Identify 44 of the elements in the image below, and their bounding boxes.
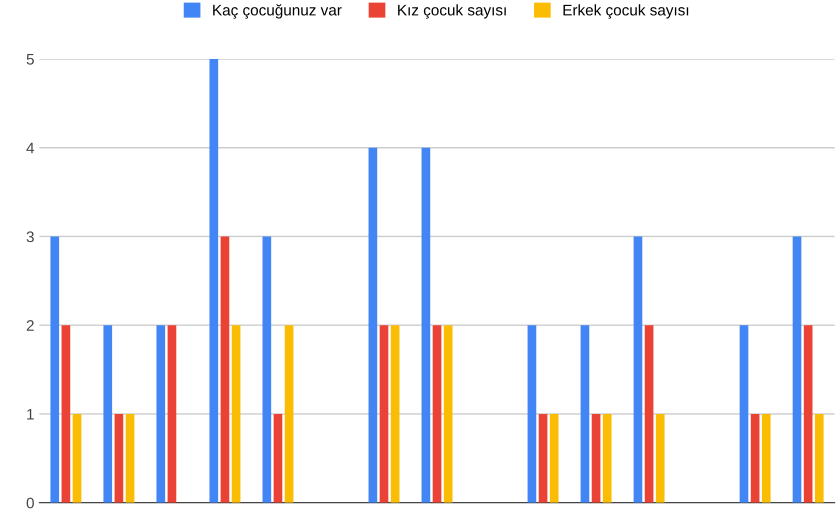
bar: [50, 236, 60, 503]
legend-label: Kız çocuk sayısı: [398, 4, 506, 19]
bar: [592, 414, 600, 503]
bar: [103, 325, 112, 503]
y-tick-label: 3: [26, 231, 34, 242]
bar: [580, 325, 590, 503]
bar: [528, 325, 536, 503]
bar: [62, 325, 70, 503]
bar: [550, 414, 559, 503]
bar: [792, 236, 802, 503]
bar: [432, 325, 442, 503]
y-tick-label: 2: [26, 320, 34, 331]
bar: [114, 414, 124, 503]
y-tick-label: 4: [26, 142, 34, 154]
legend-label: Erkek çocuk sayısı: [563, 4, 688, 19]
bar: [538, 414, 548, 503]
bar: [284, 325, 294, 503]
bar: [262, 236, 272, 503]
bar: [740, 325, 748, 503]
bar: [72, 414, 82, 503]
bar: [422, 148, 430, 503]
bar: [156, 325, 166, 503]
bar: [656, 414, 665, 503]
bar: [750, 414, 760, 503]
bar: [762, 414, 771, 503]
y-tick-label: 1: [27, 409, 34, 420]
bar: [814, 414, 824, 503]
bar: [168, 325, 176, 503]
bar: [209, 58, 218, 503]
bar: [368, 148, 378, 503]
bar: [126, 414, 134, 503]
bar: [644, 325, 654, 503]
y-tick-label: 0: [26, 498, 34, 508]
bar: [220, 236, 230, 503]
y-tick-label: 5: [26, 54, 34, 65]
bar: [274, 414, 282, 503]
legend-label: Kaç çocuğunuz var: [213, 4, 342, 19]
bar: [602, 414, 612, 503]
bar: [634, 236, 642, 503]
bar: [804, 325, 812, 503]
bar: [232, 325, 240, 503]
bar: [380, 325, 388, 503]
bar: [390, 325, 400, 503]
bar: [444, 325, 452, 503]
